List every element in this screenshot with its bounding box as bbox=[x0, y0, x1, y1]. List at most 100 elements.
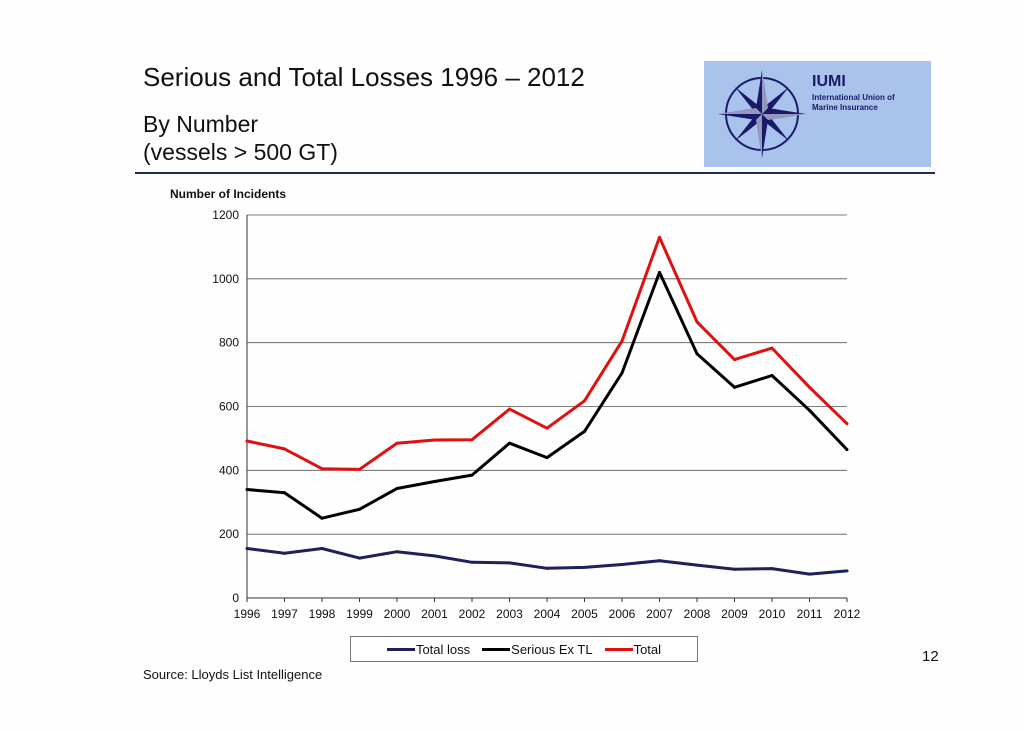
data-point-total bbox=[470, 438, 474, 442]
x-tick-label: 1999 bbox=[346, 607, 373, 621]
legend-item-total-loss: Total loss bbox=[386, 641, 471, 657]
data-point-total-loss bbox=[283, 551, 286, 555]
x-tick-label: 2000 bbox=[384, 607, 411, 621]
logo-brand: IUMI bbox=[812, 73, 846, 90]
data-point-serious-ex-tl bbox=[845, 448, 849, 452]
data-point-total-loss bbox=[358, 556, 361, 560]
x-tick-label: 1998 bbox=[309, 607, 336, 621]
legend-swatch-serious-ex-tl bbox=[482, 647, 511, 651]
data-point-total bbox=[808, 385, 811, 389]
x-tick-label: 2011 bbox=[797, 607, 823, 621]
y-tick-label: 800 bbox=[219, 336, 239, 350]
subtitle-line-2: (vessels > 500 GT) bbox=[143, 139, 338, 165]
source-note: Source: Lloyds List Intelligence bbox=[143, 667, 323, 682]
y-tick-label: 1000 bbox=[212, 272, 239, 286]
legend-item-serious-ex-tl: Serious Ex TL bbox=[482, 641, 593, 657]
logo-org-line-2: Marine Insurance bbox=[812, 103, 878, 112]
legend-label-serious-ex-tl: Serious Ex TL bbox=[511, 641, 593, 657]
data-point-total-loss bbox=[470, 560, 474, 564]
data-point-total-loss bbox=[245, 547, 249, 551]
data-point-total bbox=[733, 358, 736, 362]
data-point-serious-ex-tl bbox=[620, 371, 624, 375]
data-point-serious-ex-tl bbox=[808, 408, 811, 412]
y-tick-label: 200 bbox=[219, 527, 239, 541]
data-point-serious-ex-tl bbox=[658, 270, 661, 274]
data-point-serious-ex-tl bbox=[695, 352, 699, 356]
x-tick-label: 2010 bbox=[759, 607, 786, 621]
data-point-total-loss bbox=[620, 562, 624, 566]
data-point-serious-ex-tl bbox=[358, 507, 361, 511]
x-tick-label: 2004 bbox=[534, 607, 561, 621]
iumi-logo: IUMI International Union of Marine Insur… bbox=[704, 61, 931, 167]
x-tick-label: 1997 bbox=[271, 607, 298, 621]
series-line-total-loss bbox=[246, 547, 848, 576]
data-point-total bbox=[395, 441, 399, 445]
data-point-total bbox=[658, 235, 661, 239]
x-tick-label: 2001 bbox=[421, 607, 448, 621]
legend-label-total-loss: Total loss bbox=[415, 641, 471, 657]
data-point-total-loss bbox=[658, 559, 661, 563]
page-number: 12 bbox=[922, 648, 939, 665]
chart-legend: Total loss Serious Ex TL Total bbox=[350, 636, 698, 662]
data-point-serious-ex-tl bbox=[470, 473, 474, 477]
data-point-total-loss bbox=[545, 566, 549, 570]
x-tick-label: 2005 bbox=[571, 607, 598, 621]
logo-org-line-1: International Union of bbox=[812, 93, 895, 102]
y-axis-label: Number of Incidents bbox=[170, 187, 287, 201]
series-line-serious-ex-tl bbox=[246, 270, 849, 520]
x-tick-label: 2012 bbox=[834, 607, 861, 621]
x-tick-label: 2009 bbox=[721, 607, 748, 621]
data-point-serious-ex-tl bbox=[433, 480, 436, 484]
data-point-total bbox=[433, 438, 436, 442]
x-tick-label: 1996 bbox=[234, 607, 261, 621]
legend-item-total: Total bbox=[604, 641, 662, 657]
data-point-total bbox=[245, 439, 249, 443]
subtitle-line-1: By Number bbox=[143, 111, 259, 137]
x-tick-label: 2007 bbox=[646, 607, 673, 621]
data-point-serious-ex-tl bbox=[320, 516, 324, 520]
logo-org-name: International Union of Marine Insurance bbox=[812, 93, 895, 113]
data-point-total bbox=[508, 407, 511, 411]
data-point-total-loss bbox=[845, 569, 849, 573]
data-point-serious-ex-tl bbox=[545, 456, 549, 460]
data-point-total bbox=[283, 447, 286, 451]
data-point-serious-ex-tl bbox=[583, 429, 586, 433]
data-point-serious-ex-tl bbox=[395, 487, 399, 491]
data-point-total-loss bbox=[395, 550, 399, 554]
data-point-total bbox=[320, 467, 324, 471]
data-point-total-loss bbox=[770, 567, 774, 571]
data-point-total bbox=[770, 346, 774, 350]
x-tick-label: 2003 bbox=[496, 607, 523, 621]
series-line-total bbox=[246, 235, 849, 471]
data-point-serious-ex-tl bbox=[770, 374, 774, 378]
data-point-serious-ex-tl bbox=[283, 491, 286, 495]
legend-swatch-total bbox=[604, 647, 633, 651]
x-tick-label: 2006 bbox=[609, 607, 636, 621]
data-point-total-loss bbox=[733, 567, 736, 571]
data-point-total bbox=[583, 399, 586, 403]
line-chart: 0 200 400 600 800 1000 1200 1996 1997 1998 1999 200… bbox=[212, 208, 861, 621]
legend-swatch-total-loss bbox=[386, 647, 415, 651]
y-tick-label: 400 bbox=[219, 463, 239, 477]
y-tick-label: 600 bbox=[219, 400, 239, 414]
slide-title: Serious and Total Losses 1996 – 2012 bbox=[143, 62, 585, 92]
data-point-total-loss bbox=[808, 572, 811, 576]
data-point-total bbox=[620, 339, 624, 343]
data-point-serious-ex-tl bbox=[733, 385, 736, 389]
header-divider bbox=[135, 172, 935, 174]
data-point-total-loss bbox=[508, 561, 511, 565]
legend-label-total: Total bbox=[633, 641, 662, 657]
x-tick-label: 2002 bbox=[459, 607, 486, 621]
x-tick-label: 2008 bbox=[684, 607, 711, 621]
data-point-total-loss bbox=[320, 547, 324, 551]
y-tick-label: 0 bbox=[232, 591, 239, 605]
slide-subtitle: By Number (vessels > 500 GT) bbox=[143, 110, 338, 166]
data-point-total bbox=[358, 467, 361, 471]
data-point-total bbox=[545, 426, 549, 430]
data-point-total bbox=[845, 422, 849, 426]
data-point-total-loss bbox=[433, 554, 436, 558]
compass-rose-icon bbox=[718, 70, 806, 158]
y-tick-label: 1200 bbox=[212, 208, 239, 222]
data-point-total bbox=[695, 320, 699, 324]
data-point-serious-ex-tl bbox=[245, 487, 249, 491]
